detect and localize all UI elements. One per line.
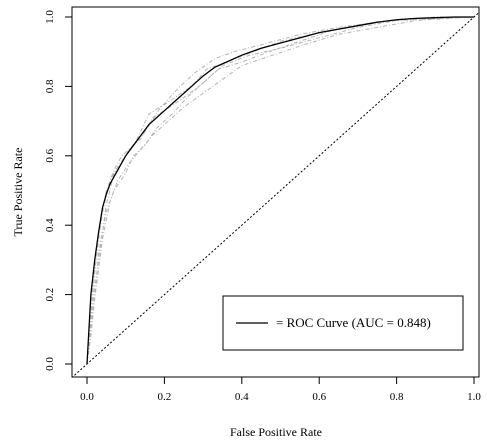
y-axis: 0.0 0.2 0.4 0.6 0.8 1.0: [44, 10, 72, 371]
x-axis-title: False Positive Rate: [230, 425, 322, 439]
x-tick-label: 0.2: [158, 391, 172, 403]
x-tick-label: 0.6: [312, 391, 326, 403]
main-curve-0: [86, 16, 474, 365]
y-tick-label: 0.4: [44, 218, 56, 232]
x-tick-label: 1.0: [467, 391, 481, 403]
fold-curve-1: [86, 16, 475, 365]
fold-curve-3: [86, 16, 474, 365]
y-tick-label: 0.6: [44, 148, 56, 162]
fold-curve-5: [86, 16, 475, 365]
fold-curve-2: [86, 16, 475, 365]
y-tick-label: 0.8: [44, 79, 56, 93]
y-tick-label: 0.0: [44, 357, 56, 371]
curves-layer: [72, 11, 479, 377]
y-tick-label: 0.2: [44, 288, 56, 302]
legend-label: = ROC Curve (AUC = 0.848): [276, 315, 431, 330]
y-axis-title: True Positive Rate: [11, 148, 25, 237]
y-tick-label: 1.0: [44, 10, 56, 24]
x-tick-label: 0.0: [80, 391, 94, 403]
diagonal-6: [72, 11, 479, 377]
x-tick-label: 0.8: [390, 391, 404, 403]
x-axis: 0.0 0.2 0.4 0.6 0.8 1.0: [80, 377, 481, 403]
plot-frame: [71, 6, 480, 378]
legend: = ROC Curve (AUC = 0.848): [222, 295, 464, 351]
fold-curve-4: [86, 16, 475, 365]
x-tick-label: 0.4: [235, 391, 249, 403]
